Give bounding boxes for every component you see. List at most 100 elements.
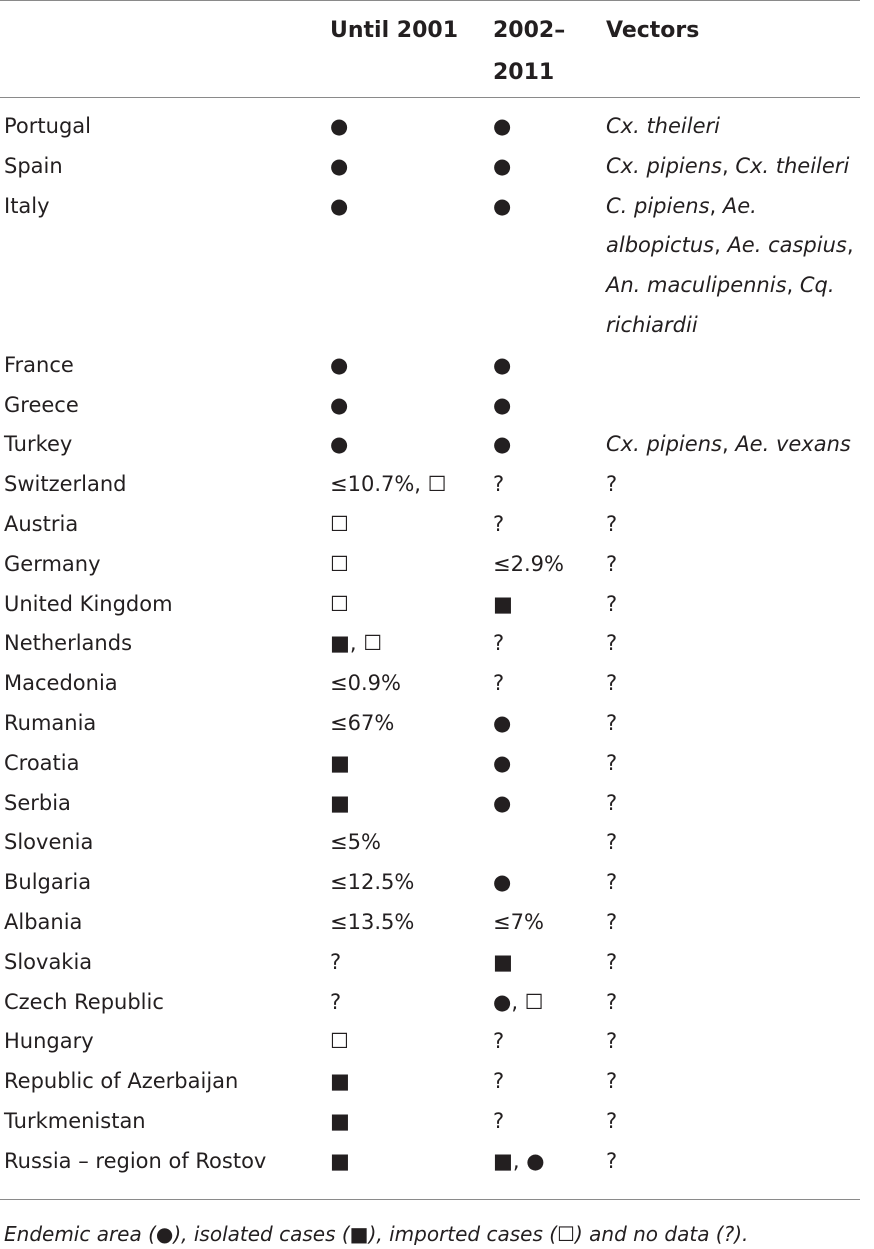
cell-vectors: albopictus, Ae. caspius, — [606, 233, 854, 257]
cell-vectors: An. maculipennis, Cq. — [606, 273, 835, 297]
cell-2002-2011: ● — [493, 392, 512, 417]
cell-2002-2011: ● — [493, 750, 512, 775]
cell-country: Austria — [4, 512, 79, 536]
cell-country: Germany — [4, 551, 101, 576]
cell-country: Slovakia — [4, 949, 93, 974]
cell-until-2001: ≤5% — [330, 830, 381, 855]
cell-2002-2011: ● — [493, 114, 512, 138]
cell-until-2001: ■ — [330, 1148, 350, 1173]
vector-text: richiardii — [606, 313, 698, 337]
cell-until-2001: ■ — [330, 790, 350, 815]
cell-until-2001: ≤10.7%, ☐ — [330, 472, 447, 497]
cell-until-2001: ● — [330, 392, 349, 417]
table-footnote: Endemic area (●), isolated cases (■), im… — [4, 1222, 748, 1246]
cell-vectors: ? — [606, 751, 617, 775]
cell-until-2001: ≤67% — [330, 711, 395, 735]
vector-text: ? — [606, 1029, 618, 1054]
cell-country: United Kingdom — [4, 591, 173, 616]
cell-2002-2011: ● — [493, 790, 512, 815]
vector-text: ? — [606, 1069, 618, 1094]
cell-vectors: ? — [606, 631, 617, 655]
vector-text: ? — [606, 591, 618, 616]
cell-country: Switzerland — [4, 472, 127, 497]
cell-until-2001: ≤12.5% — [330, 870, 415, 895]
cell-vectors: C. pipiens, Ae. — [606, 194, 757, 218]
cell-vectors: Cx. theileri — [606, 114, 720, 138]
cell-2002-2011: ? — [493, 472, 505, 497]
cell-2002-2011: ? — [493, 1109, 505, 1133]
cell-vectors: ? — [606, 552, 617, 576]
cell-country: Turkey — [4, 432, 73, 457]
cell-until-2001: ☐ — [330, 591, 349, 616]
vector-text: Cq. — [799, 273, 835, 298]
vector-text: ? — [606, 671, 618, 696]
cell-country: Croatia — [4, 750, 80, 775]
header-2002-2011-line1: 2002– — [493, 18, 566, 43]
cell-2002-2011: ≤7% — [493, 910, 544, 934]
vector-text: , — [846, 233, 854, 258]
cell-vectors: ? — [606, 910, 617, 934]
cell-country: Serbia — [4, 790, 71, 815]
cell-country: Spain — [4, 153, 63, 178]
cell-until-2001: ☐ — [330, 512, 349, 536]
vector-text: , — [709, 193, 723, 218]
vector-text: , — [721, 153, 736, 178]
cell-vectors: ? — [606, 870, 617, 894]
cell-vectors: Cx. pipiens, Cx. theileri — [606, 154, 849, 178]
cell-until-2001: ≤0.9% — [330, 671, 401, 696]
vector-text: ? — [606, 750, 618, 775]
cell-2002-2011: ● — [493, 432, 512, 457]
cell-vectors: ? — [606, 791, 617, 815]
cell-vectors: ? — [606, 1149, 617, 1173]
header-2002-2011-line2: 2011 — [493, 60, 555, 85]
vector-text: An. maculipennis — [606, 273, 787, 298]
footnote-part: ), isolated cases ( — [173, 1222, 350, 1246]
vector-text: Cx. theileri — [606, 114, 720, 138]
cell-country: Macedonia — [4, 671, 118, 696]
cell-country: Bulgaria — [4, 870, 92, 895]
cell-vectors: ? — [606, 512, 617, 536]
cell-2002-2011: ●, ☐ — [493, 989, 544, 1014]
cell-vectors: ? — [606, 1109, 617, 1133]
footnote-part: ), imported cases ( — [368, 1222, 558, 1246]
footnote-part: ☐ — [557, 1222, 575, 1246]
cell-2002-2011: ? — [493, 512, 505, 536]
cell-country: Turkmenistan — [4, 1109, 146, 1133]
vector-text: Ae. vexans — [735, 432, 851, 457]
cell-until-2001: ● — [330, 193, 349, 218]
cell-vectors: ? — [606, 711, 617, 735]
cell-until-2001: ■ — [330, 1109, 350, 1133]
cell-until-2001: ? — [330, 949, 342, 974]
vector-text: ? — [606, 790, 618, 815]
cell-country: Rumania — [4, 711, 97, 735]
cell-until-2001: ■, ☐ — [330, 631, 383, 656]
cell-vectors: ? — [606, 1029, 617, 1053]
cell-2002-2011: ? — [493, 671, 505, 696]
cell-country: Russia – region of Rostov — [4, 1148, 267, 1173]
cell-country: Slovenia — [4, 830, 94, 855]
vector-text: ? — [606, 551, 618, 576]
cell-country: Greece — [4, 392, 79, 417]
vector-text: Cx. pipiens — [606, 432, 722, 457]
cell-2002-2011: ≤2.9% — [493, 551, 564, 576]
table-top-rule — [0, 0, 860, 1]
cell-country: Albania — [4, 910, 83, 934]
cell-country: Czech Republic — [4, 989, 164, 1014]
vector-text: ? — [606, 711, 618, 735]
cell-vectors: ? — [606, 950, 617, 974]
cell-until-2001: ● — [330, 153, 349, 178]
cell-country: Hungary — [4, 1029, 94, 1054]
vector-text: Ae. caspius — [727, 233, 847, 258]
cell-until-2001: ☐ — [330, 551, 349, 576]
vector-text: , — [721, 432, 736, 457]
cell-2002-2011: ■, ● — [493, 1148, 545, 1173]
cell-until-2001: ☐ — [330, 1029, 349, 1054]
footnote-part: ● — [155, 1222, 174, 1246]
cell-2002-2011: ■ — [493, 949, 513, 974]
cell-country: France — [4, 352, 74, 377]
vector-text: ? — [606, 949, 618, 974]
vector-text: Cx. pipiens — [606, 153, 722, 178]
table-bottom-rule — [0, 1199, 860, 1200]
cell-vectors: ? — [606, 592, 617, 616]
footnote-part: ) and no data (?). — [574, 1222, 749, 1246]
